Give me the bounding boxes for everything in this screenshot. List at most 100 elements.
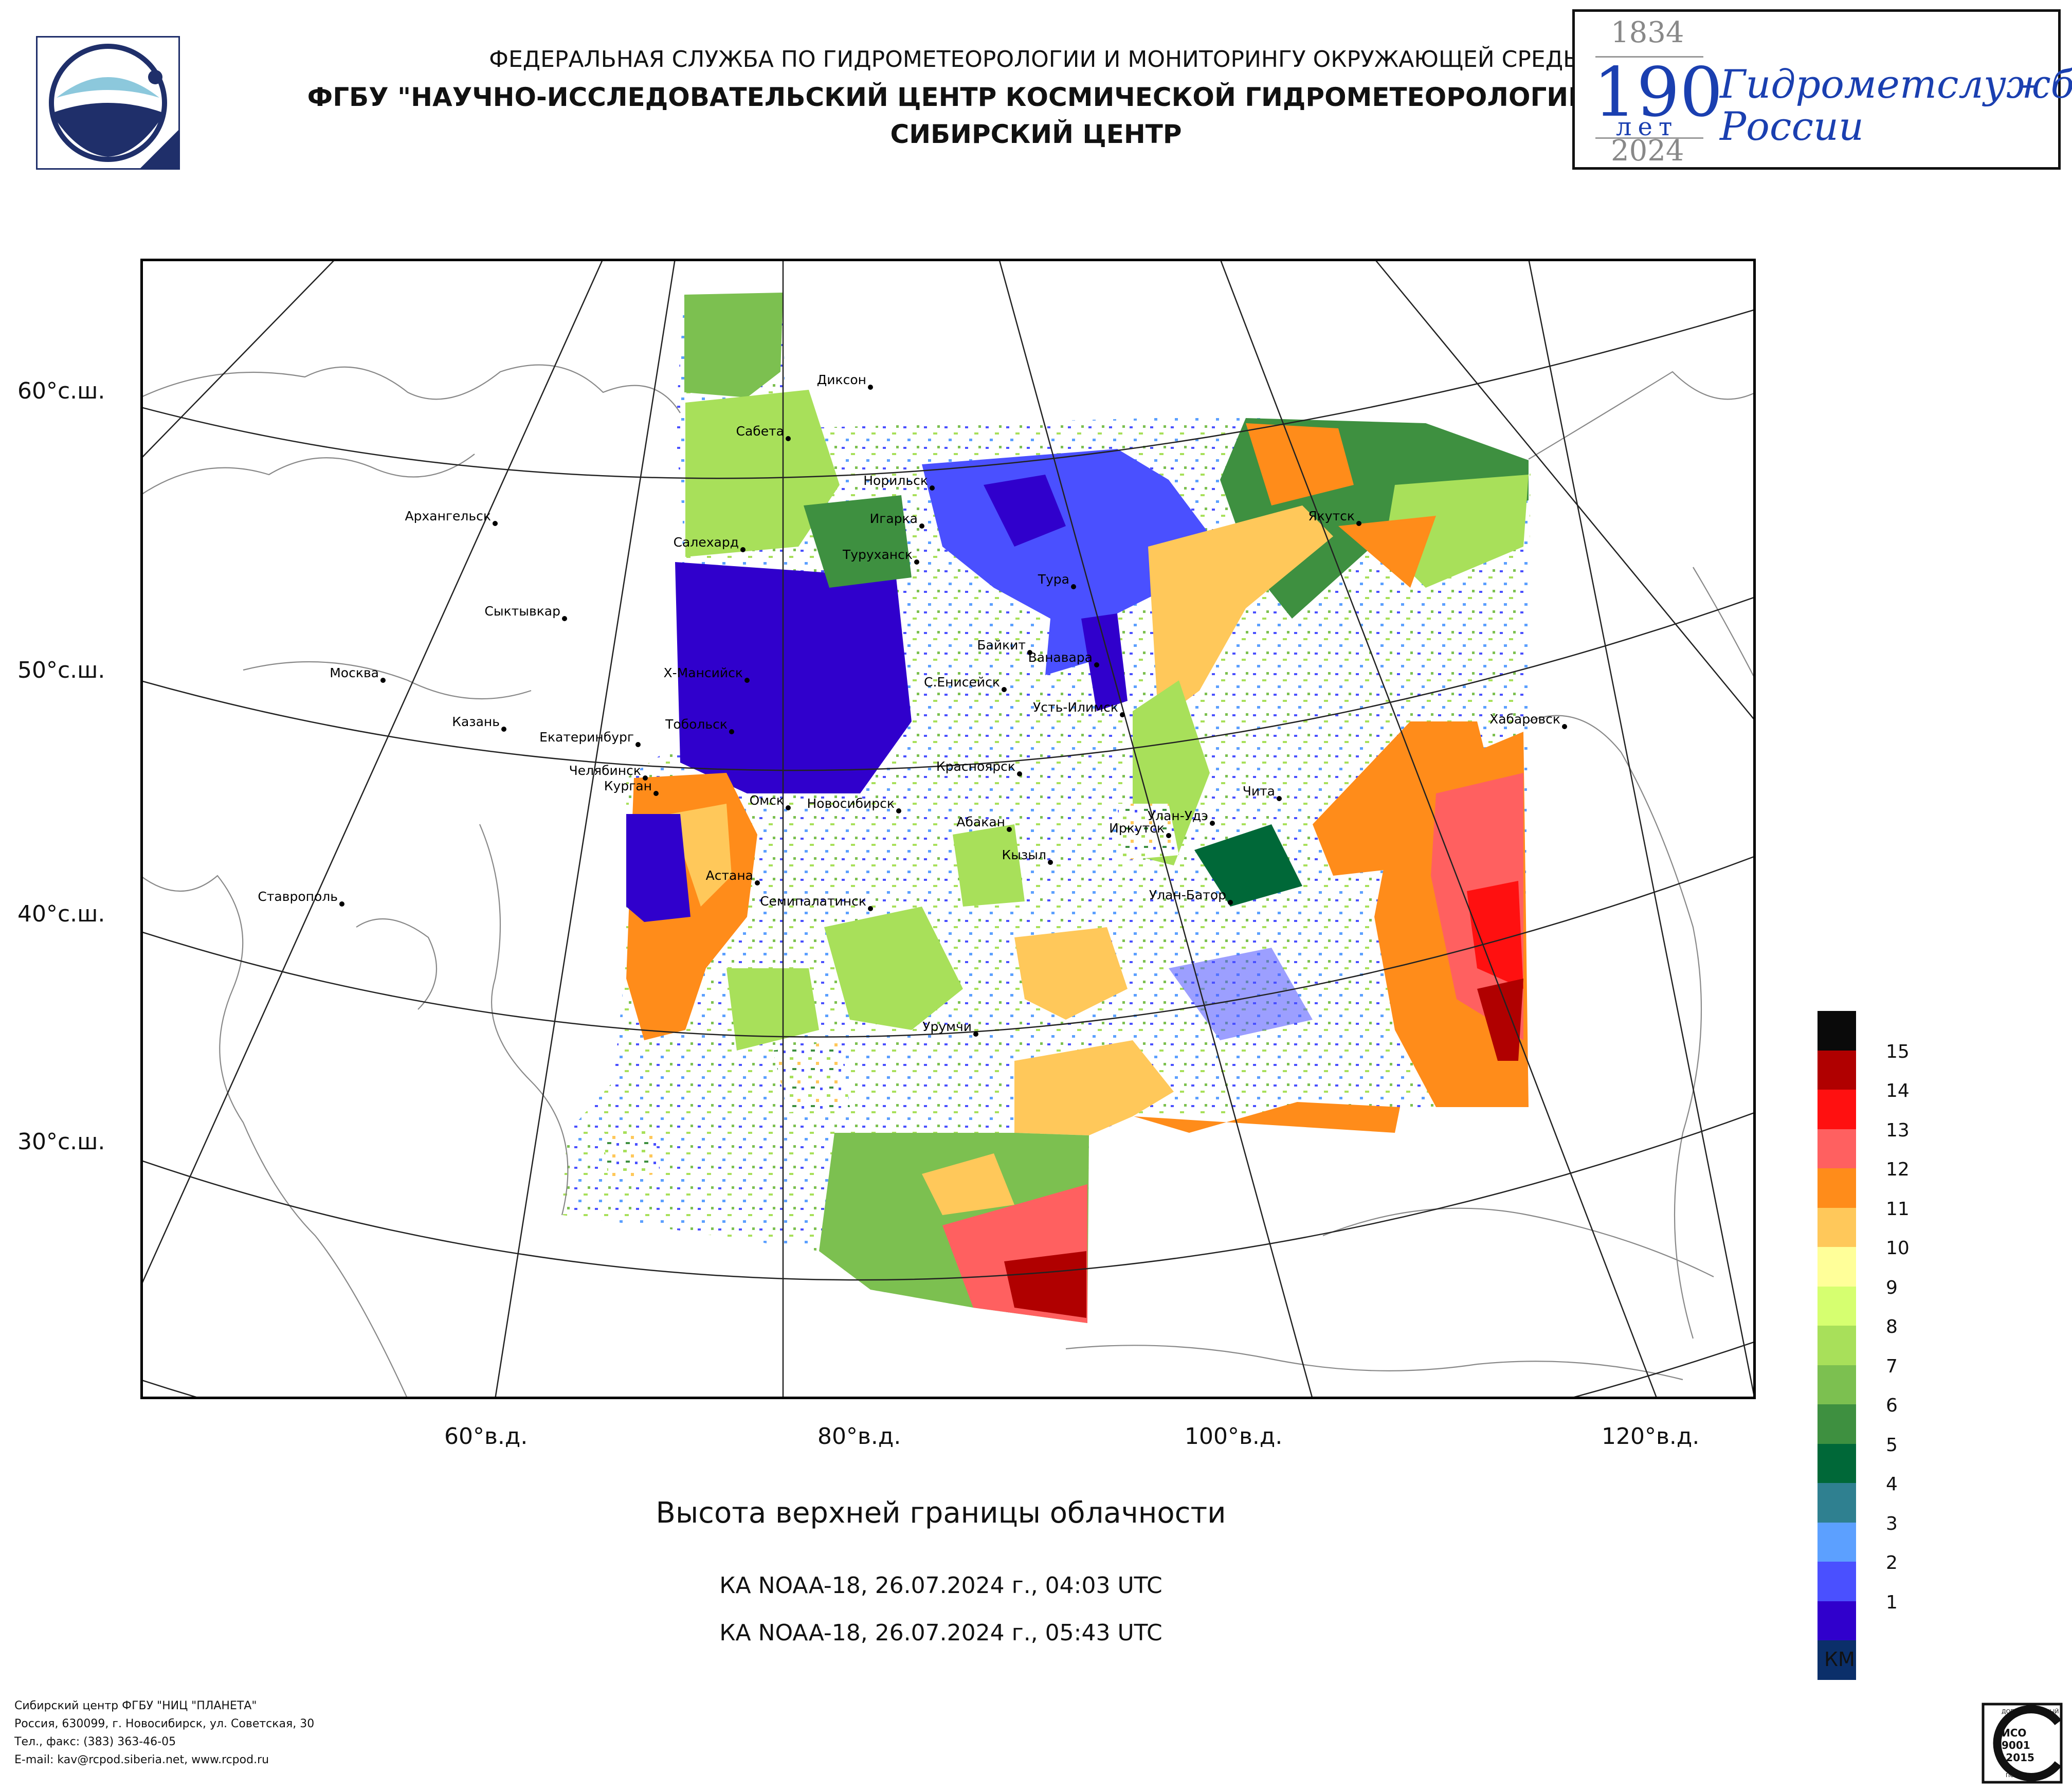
city-marker xyxy=(1027,650,1032,655)
footer-org: Сибирский центр ФГБУ "НИЦ "ПЛАНЕТА" xyxy=(14,1699,257,1712)
legend-swatch xyxy=(1817,1562,1856,1601)
city-marker xyxy=(493,521,498,526)
anniversary-start-year: 1834 xyxy=(1611,16,1684,49)
map-title: Высота верхней границы облачности xyxy=(656,1496,1226,1530)
city-label: Улан-Батор xyxy=(1149,888,1226,902)
legend-swatch xyxy=(1817,1601,1856,1640)
city-marker xyxy=(868,906,873,911)
legend-swatch xyxy=(1817,1404,1856,1444)
city-label: Байкит xyxy=(977,638,1026,653)
city-marker xyxy=(1228,900,1233,905)
legend-label: 4 xyxy=(1886,1474,1898,1495)
city-label: Новосибирск xyxy=(807,796,895,811)
city-label: Якутск xyxy=(1308,509,1355,523)
city-marker xyxy=(1277,796,1282,801)
city-label: Тобольск xyxy=(665,717,728,732)
legend-swatch xyxy=(1817,1640,1856,1680)
height-legend xyxy=(1817,1011,1856,1680)
legend-label: 8 xyxy=(1886,1316,1898,1337)
legend-label: 3 xyxy=(1886,1513,1898,1534)
city-label: Тура xyxy=(1038,572,1069,587)
header-institute: ФГБУ "НАУЧНО-ИССЛЕДОВАТЕЛЬСКИЙ ЦЕНТР КОС… xyxy=(307,82,1765,112)
city-marker xyxy=(1210,821,1215,826)
legend-label: 1 xyxy=(1886,1591,1898,1613)
lon-label-120: 120°в.д. xyxy=(1602,1423,1700,1450)
legend-label: 9 xyxy=(1886,1277,1898,1298)
city-marker xyxy=(1166,833,1171,838)
pass-2: КА NOAA-18, 26.07.2024 г., 05:43 UTC xyxy=(719,1620,1162,1646)
lat-label-30: 30°с.ш. xyxy=(17,1129,105,1155)
city-marker xyxy=(562,616,567,621)
pass-1: КА NOAA-18, 26.07.2024 г., 04:03 UTC xyxy=(719,1572,1162,1599)
legend-label: 5 xyxy=(1886,1434,1898,1456)
header-agency: ФЕДЕРАЛЬНАЯ СЛУЖБА ПО ГИДРОМЕТЕОРОЛОГИИ … xyxy=(489,46,1583,73)
city-label: Курган xyxy=(604,779,652,793)
city-label: Усть-Илимск xyxy=(1033,700,1118,715)
city-label: Х-Мансийск xyxy=(664,665,743,680)
city-label: Омск xyxy=(750,793,784,808)
iso-badge-top: ДОБРОСОВЕСТНЫЙ xyxy=(2002,1708,2059,1715)
legend-swatch xyxy=(1817,1326,1856,1365)
anniversary-years-word: лет xyxy=(1616,113,1679,141)
footer-address: Россия, 630099, г. Новосибирск, ул. Сове… xyxy=(14,1717,315,1730)
city-marker xyxy=(1017,771,1022,776)
legend-swatch xyxy=(1817,1050,1856,1090)
anniversary-number: 190 xyxy=(1593,53,1723,132)
legend-swatch xyxy=(1817,1011,1856,1051)
lon-label-80: 80°в.д. xyxy=(817,1423,901,1450)
anniversary-badge: 1834 190 лет 2024 Гидрометслужбе России xyxy=(1572,9,2072,170)
lat-label-40: 40°с.ш. xyxy=(17,901,105,927)
anniversary-text-1: Гидрометслужбе xyxy=(1720,61,2072,107)
planeta-logo xyxy=(34,34,181,171)
city-marker xyxy=(1048,860,1053,865)
city-label: Сабета xyxy=(736,424,784,439)
lat-label-60: 60°с.ш. xyxy=(17,378,105,404)
city-marker xyxy=(896,808,901,813)
iso-badge: ДОБРОСОВЕСТНЫЙ ИСО 9001 -2015 ПОСТАВЩИК xyxy=(1981,1702,2063,1784)
city-marker xyxy=(740,547,746,552)
header-center: СИБИРСКИЙ ЦЕНТР xyxy=(890,119,1182,149)
iso-badge-l3: -2015 xyxy=(2002,1751,2034,1764)
legend-swatch xyxy=(1817,1247,1856,1287)
city-marker xyxy=(635,742,641,747)
city-label: Ванавара xyxy=(1028,650,1093,665)
city-marker xyxy=(653,791,659,796)
legend-swatch xyxy=(1817,1443,1856,1483)
iso-badge-bottom: ПОСТАВЩИК xyxy=(2006,1772,2044,1779)
city-label: Сыктывкар xyxy=(484,604,560,619)
city-label: Салехард xyxy=(674,535,739,550)
legend-label: 13 xyxy=(1886,1119,1910,1141)
city-marker xyxy=(643,775,648,781)
city-label: Ставрополь xyxy=(258,889,338,904)
city-label: Красноярск xyxy=(936,759,1015,774)
city-label: Москва xyxy=(330,665,379,680)
legend-swatch xyxy=(1817,1365,1856,1404)
city-marker xyxy=(1120,712,1125,717)
city-marker xyxy=(973,1032,978,1037)
city-label: Хабаровск xyxy=(1489,712,1560,727)
legend-label: 14 xyxy=(1886,1080,1910,1101)
city-label: Иркутск xyxy=(1109,821,1165,836)
city-marker xyxy=(1094,662,1099,667)
footer-phone: Тел., факс: (383) 363-46-05 xyxy=(14,1735,176,1748)
city-marker xyxy=(1007,827,1012,832)
city-label: Кызыл xyxy=(1002,847,1047,862)
city-label: Казань xyxy=(452,714,500,729)
legend-label: 12 xyxy=(1886,1159,1910,1180)
city-label: Екатеринбург xyxy=(539,730,634,745)
city-label: Чита xyxy=(1243,784,1275,799)
city-marker xyxy=(380,678,386,683)
city-marker xyxy=(755,880,760,885)
city-label: Туруханск xyxy=(842,547,913,562)
legend-label: 10 xyxy=(1886,1238,1910,1259)
iso-badge-l1: ИСО xyxy=(2002,1727,2027,1739)
legend-swatch xyxy=(1817,1168,1856,1208)
cloud-top-map: Диксон Сабета Норильск Игарка Туруханск Салех… xyxy=(140,258,1756,1400)
city-marker xyxy=(919,523,924,529)
city-marker xyxy=(501,727,506,732)
lat-label-50: 50°с.ш. xyxy=(17,657,105,683)
city-label: Астана xyxy=(706,868,753,883)
city-marker xyxy=(339,901,344,907)
legend-swatch xyxy=(1817,1522,1856,1562)
city-marker xyxy=(1002,687,1007,692)
